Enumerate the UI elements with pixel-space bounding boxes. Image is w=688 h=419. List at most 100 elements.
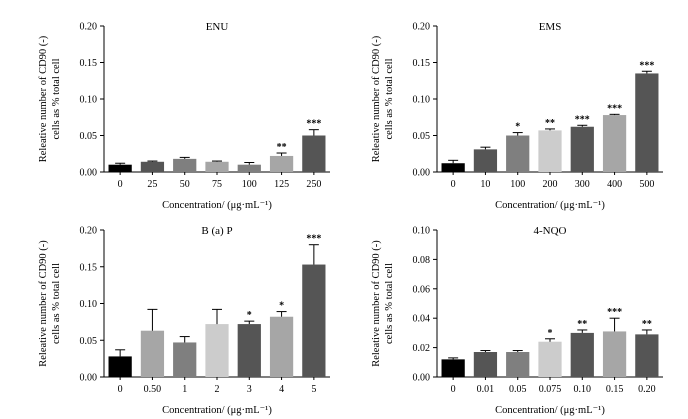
bar — [108, 356, 132, 377]
significance-label: *** — [607, 103, 622, 114]
y-tick-label: 0.00 — [413, 373, 431, 384]
y-axis-title-line2: cells as % total cell — [51, 58, 62, 139]
bar — [140, 161, 165, 172]
significance-label: * — [515, 122, 520, 133]
x-tick-label: 10 — [480, 179, 490, 190]
chart-panel-1: 0.00 0.05 0.10 0.15 0.20 0 25 50 75 100 ** 125 *** 25… — [38, 21, 330, 211]
bar — [205, 324, 229, 377]
significance-label: * — [247, 310, 252, 321]
x-tick-label: 300 — [575, 179, 590, 190]
x-axis-title: Concentration/ (μg·mL⁻¹) — [495, 405, 605, 416]
y-tick-label: 0.20 — [80, 22, 98, 33]
y-tick-label: 0.05 — [80, 131, 98, 142]
chart-title: 4-NQO — [534, 225, 567, 237]
bar — [237, 324, 261, 377]
bar — [473, 352, 498, 377]
y-tick-label: 0.10 — [80, 299, 98, 310]
y-axis-title-line1: Releative number of CD90 (-) — [371, 240, 382, 367]
y-tick-label: 0.15 — [80, 262, 98, 273]
bar — [205, 161, 229, 172]
x-tick-label: 1 — [182, 384, 187, 395]
significance-label: * — [279, 301, 284, 312]
y-tick-label: 0.20 — [413, 22, 431, 33]
x-tick-label: 125 — [274, 179, 289, 190]
x-tick-label: 0.05 — [509, 384, 527, 395]
x-tick-label: 0 — [118, 384, 123, 395]
y-axis-title-line2: cells as % total cell — [384, 58, 395, 139]
y-tick-label: 0.10 — [413, 95, 431, 106]
significance-label: ** — [577, 319, 587, 330]
x-tick-label: 0 — [451, 179, 456, 190]
chart-title: EMS — [539, 21, 562, 33]
y-tick-label: 0.00 — [80, 168, 98, 179]
y-tick-label: 0.06 — [413, 284, 431, 295]
significance-label: *** — [607, 307, 622, 318]
x-tick-label: 25 — [147, 179, 157, 190]
bar — [602, 115, 627, 172]
chart-panel-2: 0.00 0.05 0.10 0.15 0.20 0 10 * 100 ** 200 *** 300 **… — [371, 21, 663, 211]
x-tick-label: 0 — [118, 179, 123, 190]
x-tick-label: 100 — [242, 179, 257, 190]
x-tick-label: 5 — [311, 384, 316, 395]
x-tick-label: 0.01 — [477, 384, 495, 395]
significance-label: *** — [639, 60, 654, 71]
y-tick-label: 0.04 — [413, 314, 431, 325]
bar — [237, 164, 261, 172]
bar — [506, 352, 530, 377]
x-axis-title: Concentration/ (μg·mL⁻¹) — [162, 405, 272, 416]
bar — [635, 334, 659, 377]
y-tick-label: 0.05 — [413, 131, 431, 142]
y-tick-label: 0.20 — [80, 226, 98, 237]
x-axis-title: Concentration/ (μg·mL⁻¹) — [495, 200, 605, 211]
chart-panel-4: 0.00 0.02 0.04 0.06 0.08 0.10 0 0.01 0.05 * 0.075 *… — [371, 225, 663, 416]
x-tick-label: 0.20 — [638, 384, 656, 395]
x-tick-label: 0.15 — [606, 384, 624, 395]
bar — [302, 135, 326, 172]
bar — [269, 316, 294, 377]
bar — [570, 126, 594, 172]
significance-label: ** — [277, 142, 287, 153]
y-tick-label: 0.00 — [80, 373, 98, 384]
bar — [538, 130, 562, 172]
x-tick-label: 400 — [607, 179, 622, 190]
x-tick-label: 75 — [212, 179, 222, 190]
x-tick-label: 100 — [510, 179, 525, 190]
y-tick-label: 0.08 — [413, 255, 431, 266]
x-tick-label: 500 — [639, 179, 654, 190]
x-tick-label: 200 — [543, 179, 558, 190]
significance-label: *** — [306, 234, 321, 245]
y-tick-label: 0.15 — [413, 58, 431, 69]
y-tick-label: 0.00 — [413, 168, 431, 179]
bar — [269, 155, 294, 172]
y-axis-title-line1: Releative number of CD90 (-) — [38, 240, 49, 367]
bar — [140, 330, 165, 377]
bar — [570, 332, 594, 377]
y-tick-label: 0.02 — [413, 343, 431, 354]
y-axis-title-line2: cells as % total cell — [384, 263, 395, 344]
bar — [635, 73, 659, 172]
bar — [302, 264, 326, 377]
significance-label: *** — [306, 119, 321, 130]
bar — [473, 149, 498, 172]
y-tick-label: 0.10 — [80, 95, 98, 106]
x-tick-label: 250 — [306, 179, 321, 190]
significance-label: ** — [545, 118, 555, 129]
significance-label: * — [548, 328, 553, 339]
x-axis-title: Concentration/ (μg·mL⁻¹) — [162, 200, 272, 211]
x-tick-label: 50 — [180, 179, 190, 190]
bar — [441, 359, 465, 377]
chart-panel-3: 0.00 0.05 0.10 0.15 0.20 0 0.50 1 2 * 3 * 4 *** 5 B (a)… — [38, 225, 330, 416]
bar — [108, 164, 132, 172]
chart-title: ENU — [206, 21, 229, 33]
y-axis-title-line1: Releative number of CD90 (-) — [371, 35, 382, 162]
y-tick-label: 0.15 — [80, 58, 98, 69]
x-tick-label: 4 — [279, 384, 284, 395]
bar — [173, 342, 197, 377]
bar — [506, 135, 530, 172]
y-axis-title-line2: cells as % total cell — [51, 263, 62, 344]
bar — [538, 341, 562, 377]
y-tick-label: 0.05 — [80, 336, 98, 347]
x-tick-label: 0.10 — [574, 384, 592, 395]
y-axis-title-line1: Releative number of CD90 (-) — [38, 35, 49, 162]
